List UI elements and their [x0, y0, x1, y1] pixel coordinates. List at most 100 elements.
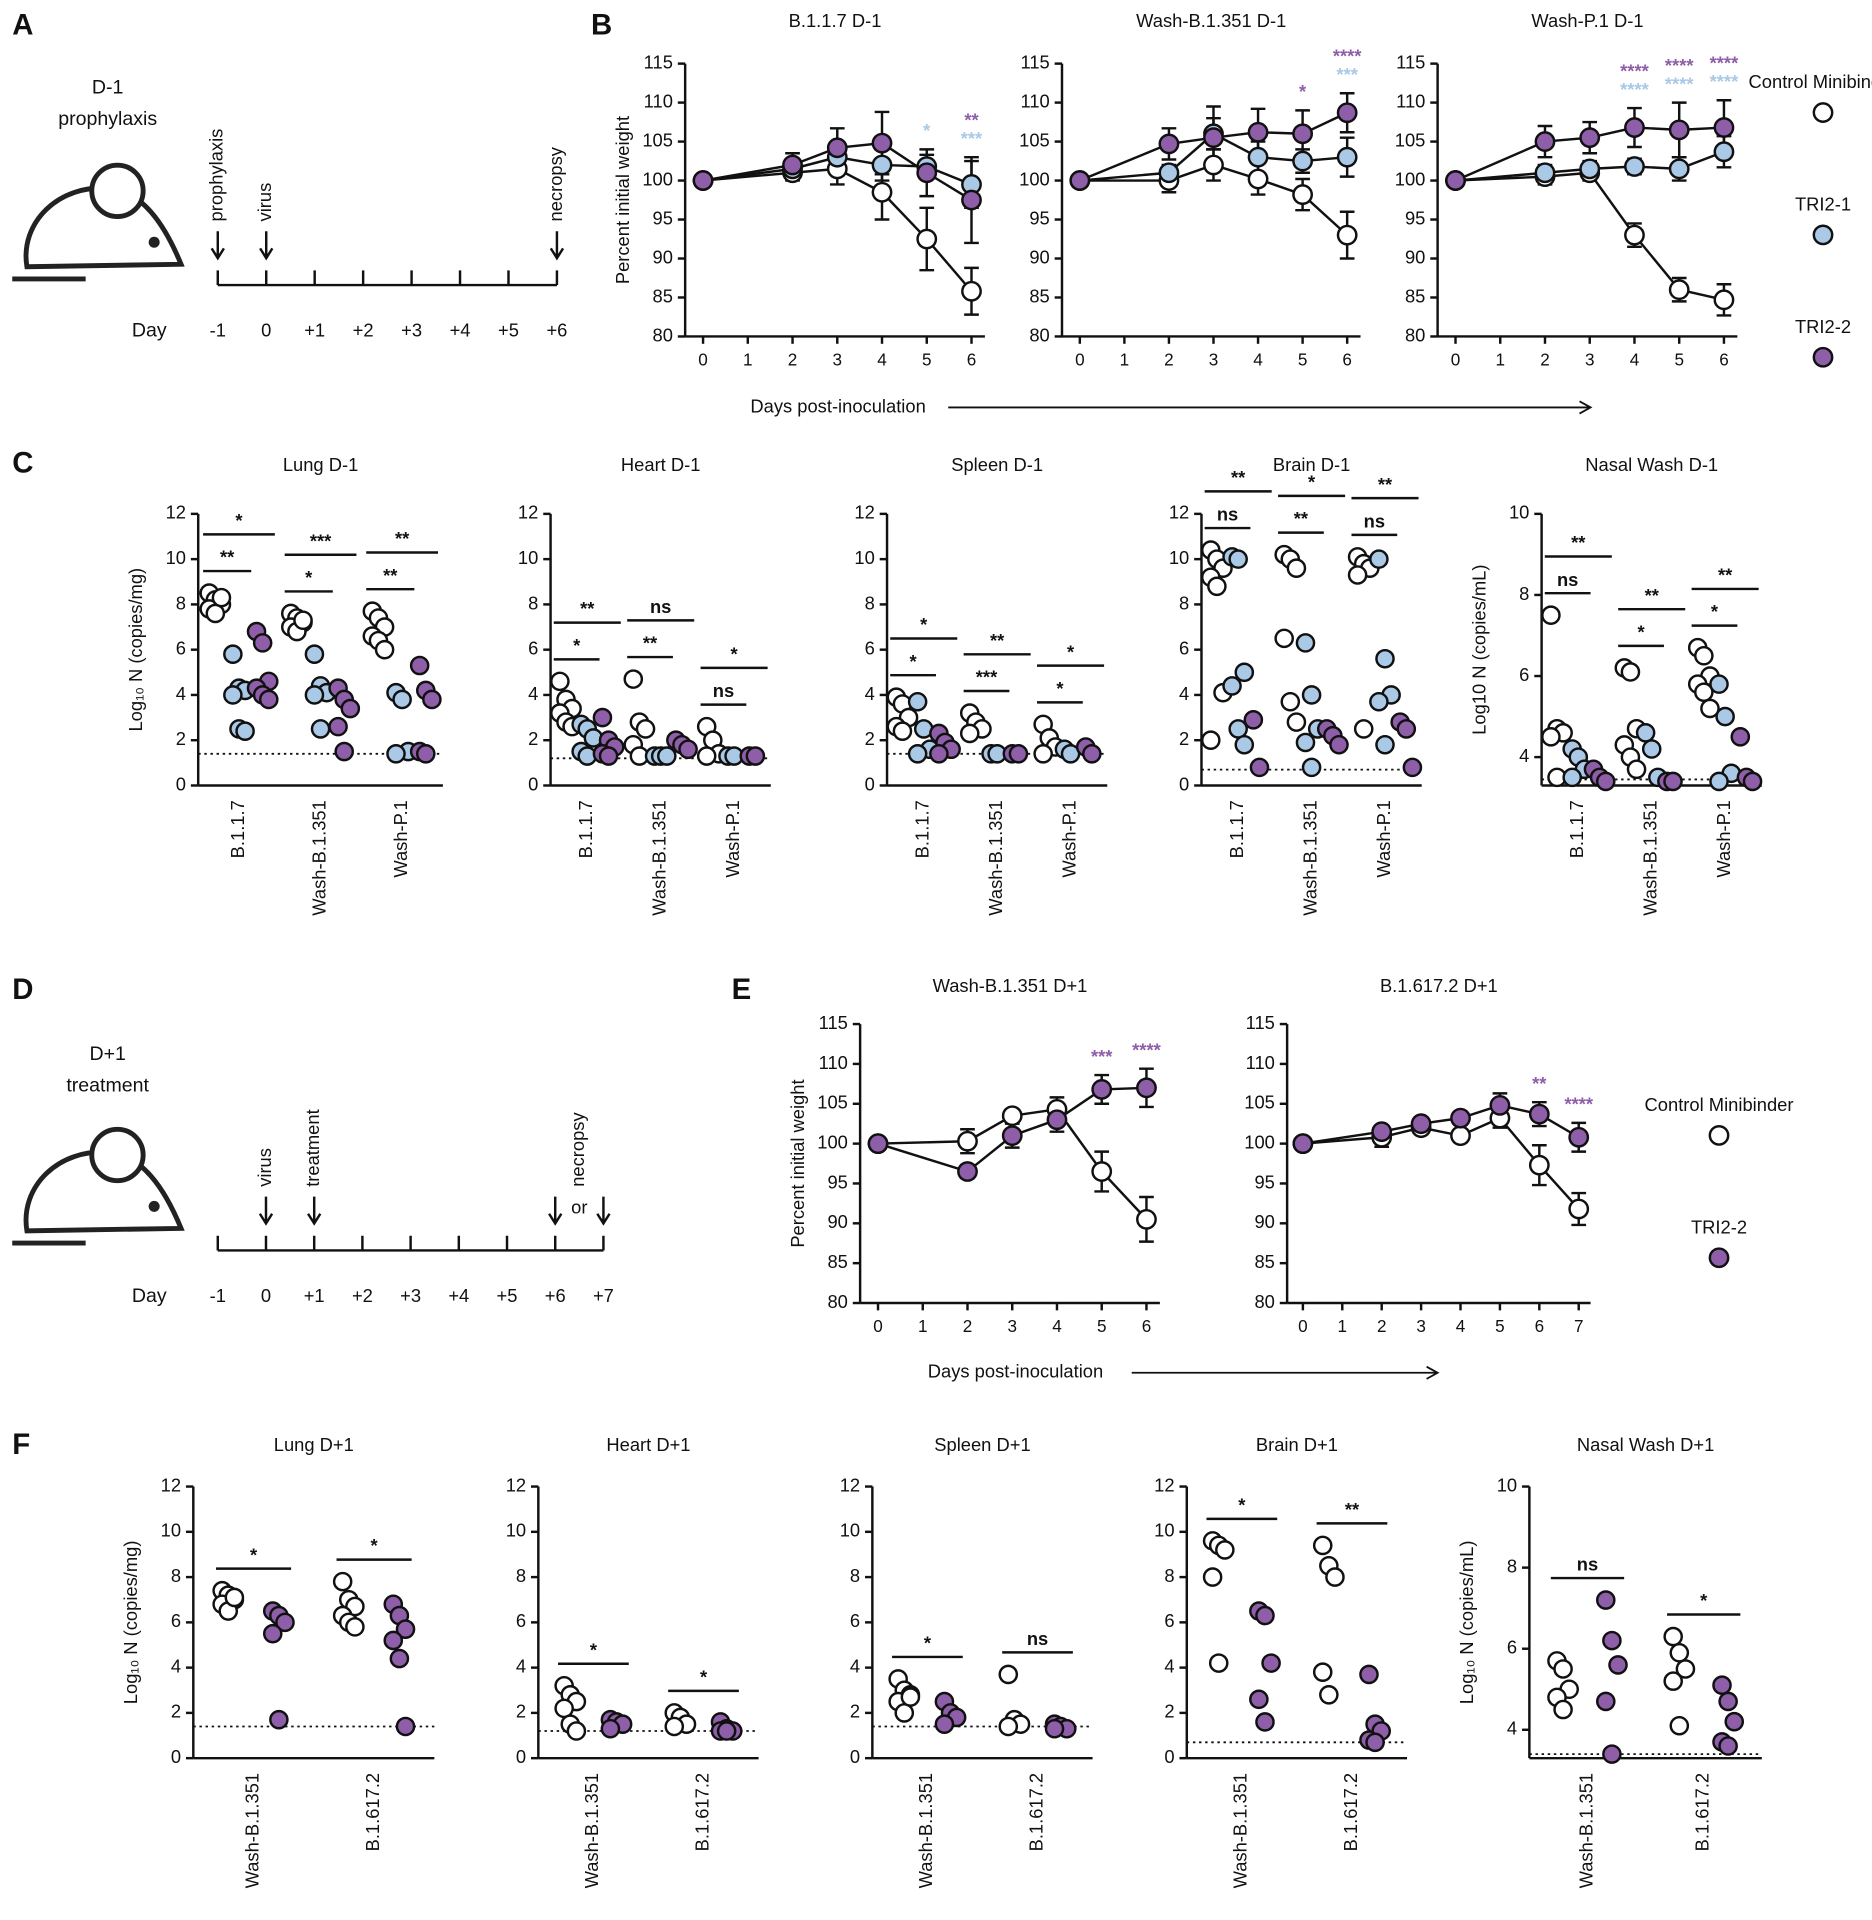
significance-label: *: [1056, 678, 1064, 699]
x-tick-label: B.1.1.7: [912, 800, 933, 858]
event-arrow: [596, 1196, 611, 1226]
x-axis-arrow: [1131, 1365, 1440, 1380]
y-axis-label: Log₁₀ N (copies/mg): [125, 568, 146, 732]
y-tick-label: 90: [653, 246, 673, 267]
timeline-title: D-1: [92, 76, 124, 98]
point: [1091, 1161, 1113, 1182]
mouse-ear: [89, 162, 146, 220]
x-tick-label: 0: [873, 1317, 883, 1336]
timeline-day: +2: [353, 319, 374, 340]
timeline-day: +1: [304, 1285, 325, 1306]
point: [998, 1664, 1019, 1685]
x-tick-label: 5: [1298, 350, 1308, 369]
significance-label: *: [731, 644, 739, 665]
y-tick-label: 110: [1021, 90, 1050, 111]
x-tick-label: 6: [967, 350, 977, 369]
point: [1402, 757, 1423, 778]
point: [1292, 1133, 1314, 1155]
x-tick-label: Wash-P.1: [722, 800, 743, 878]
y-tick-label: 90: [1029, 246, 1049, 267]
y-tick-label: 12: [506, 1474, 526, 1495]
point: [1247, 168, 1269, 190]
point: [1534, 131, 1556, 152]
significance-label: ***: [976, 667, 998, 688]
timeline-day: -1: [210, 319, 226, 340]
point: [310, 719, 331, 739]
chart-title: Lung D-1: [283, 454, 358, 475]
point: [867, 1133, 889, 1155]
legend-item: Control Minibinder: [1749, 72, 1872, 93]
chart-title: Lung D+1: [274, 1434, 354, 1455]
y-tick-label: 8: [1179, 592, 1189, 613]
y-tick-label: 2: [516, 1701, 526, 1722]
point: [696, 746, 717, 766]
point: [235, 721, 255, 741]
x-tick-label: 2: [1377, 1317, 1387, 1336]
x-tick-label: Wash-P.1: [1373, 800, 1394, 878]
point: [1375, 734, 1395, 755]
y-tick-label: 80: [827, 1291, 847, 1312]
event-arrow: [307, 1196, 322, 1226]
x-tick-label: B.1.617.2: [362, 1773, 383, 1852]
point: [1668, 279, 1690, 301]
y-tick-label: 8: [1519, 583, 1529, 604]
timeline-day: +2: [352, 1285, 373, 1306]
y-tick-label: 100: [1395, 168, 1426, 189]
point: [1602, 1630, 1622, 1651]
y-tick-label: 105: [817, 1092, 848, 1113]
y-tick-label: 2: [176, 728, 186, 749]
event-label: necropsy: [567, 1112, 588, 1187]
point: [1668, 119, 1690, 141]
point: [304, 685, 325, 705]
point: [223, 685, 243, 705]
significance-label: ***: [1091, 1046, 1113, 1067]
point: [386, 744, 406, 764]
panel-label: E: [732, 973, 752, 1006]
point: [1375, 648, 1395, 669]
y-tick-label: 4: [865, 683, 875, 704]
point: [894, 1703, 915, 1723]
timeline-day: +3: [401, 319, 422, 340]
y-tick-label: 105: [1244, 1092, 1275, 1113]
x-tick-label: Wash-P.1: [1713, 800, 1734, 878]
chart-title: Brain D+1: [1256, 1434, 1338, 1455]
significance-label: *: [1308, 471, 1316, 492]
point: [224, 1587, 245, 1608]
point: [957, 1130, 978, 1152]
figure-root: A B C D E F D-1 prophylaxis Day -1 0 +1 +2 +3 +4 +5 +6 pr…: [12, 9, 1872, 1888]
point: [1329, 734, 1349, 755]
x-tick-label: Wash-P.1: [1058, 800, 1079, 878]
y-tick-label: 85: [827, 1251, 847, 1272]
mouse-ear: [89, 1126, 146, 1184]
y-tick-label: 0: [171, 1746, 181, 1767]
y-tick-label: 80: [1254, 1291, 1274, 1312]
significance-label: **: [1231, 467, 1246, 488]
timeline-title: treatment: [66, 1075, 149, 1097]
significance-label: ns: [1577, 1554, 1598, 1575]
significance-label: *: [305, 567, 313, 588]
point: [1091, 1079, 1113, 1100]
y-tick-label: 10: [518, 547, 538, 568]
x-tick-label: B.1.1.7: [575, 800, 596, 858]
point: [1033, 744, 1053, 764]
significance-label: *: [700, 1666, 708, 1687]
point: [782, 154, 803, 176]
event-label: treatment: [302, 1109, 323, 1187]
point: [1207, 576, 1227, 597]
point: [334, 741, 354, 762]
x-tick-label: 3: [1209, 350, 1219, 369]
legend-item: Control Minibinder: [1645, 1095, 1794, 1116]
point: [1247, 146, 1269, 168]
y-tick-label: 10: [1497, 1474, 1517, 1495]
y-tick-label: 4: [1179, 683, 1189, 704]
point: [1713, 289, 1735, 311]
timeline-day-label: Day: [132, 320, 167, 342]
event-arrow: [258, 1196, 274, 1226]
significance-label: ****: [1132, 1039, 1161, 1060]
point: [1292, 150, 1314, 172]
point: [1528, 1154, 1550, 1176]
panel-label: B: [591, 9, 612, 42]
point: [1200, 730, 1221, 751]
point: [1312, 1662, 1333, 1682]
point: [1724, 1711, 1745, 1732]
